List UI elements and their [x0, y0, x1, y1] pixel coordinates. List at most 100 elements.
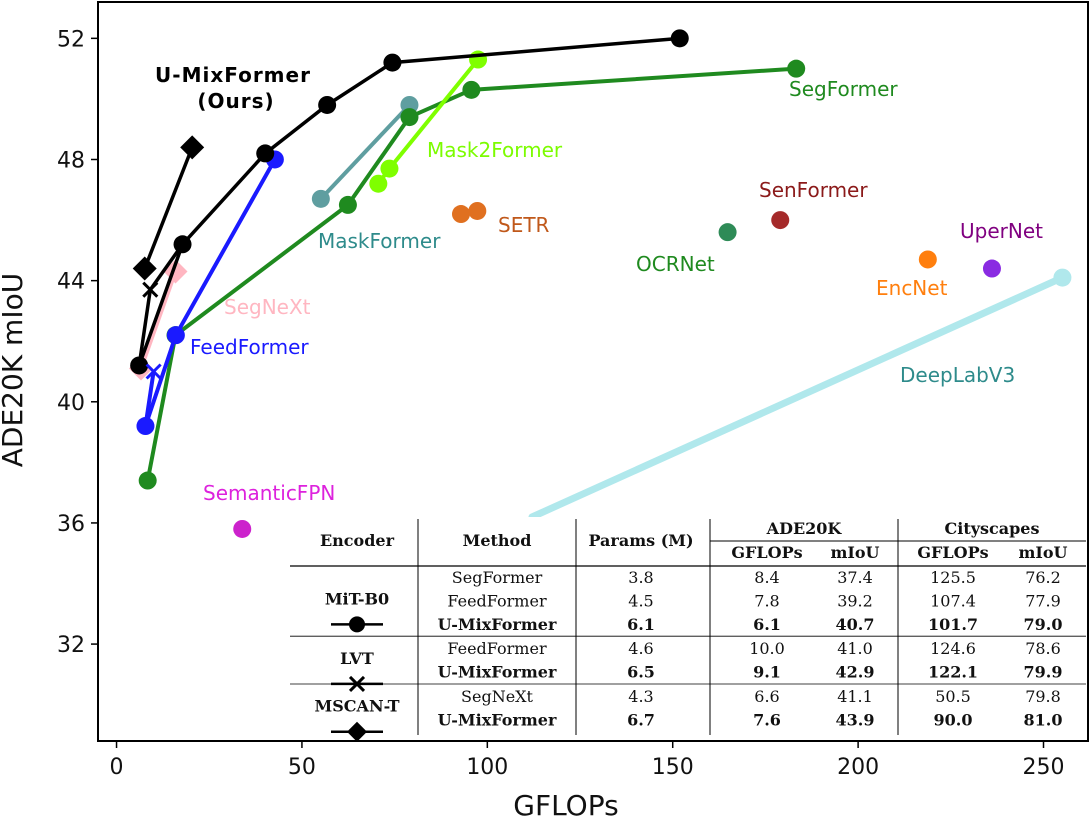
table-header-ade: ADE20K: [766, 519, 843, 538]
table-cell-city_miou: 81.0: [1024, 710, 1063, 729]
data-point: [256, 144, 275, 163]
table-header-gflops: GFLOPs: [917, 543, 988, 562]
data-point: [166, 326, 185, 345]
table-header-miou: mIoU: [830, 543, 879, 562]
series-u-mixformer-mscan-t: [132, 135, 205, 281]
table-cell-ade_gflops: 7.6: [753, 710, 781, 729]
data-point: [383, 53, 402, 72]
data-point: [718, 223, 737, 242]
table-cell-city_miou: 78.6: [1025, 639, 1061, 658]
label-umixformer-line2: (Ours): [197, 89, 274, 113]
table-cell-method: U-MixFormer: [438, 615, 557, 634]
table-cell-method: SegNeXt: [461, 687, 534, 706]
table-cell-ade_gflops: 10.0: [749, 639, 785, 658]
table-cell-city_gflops: 125.5: [930, 568, 976, 587]
series-line: [319, 103, 411, 201]
series-line: [145, 66, 797, 481]
series-feedformer: [136, 150, 284, 436]
table-cell-ade_miou: 39.2: [837, 591, 873, 610]
y-tick-label: 40: [57, 391, 85, 416]
table-cell-city_gflops: 124.6: [930, 639, 976, 658]
series-line-deeplabv3: [528, 274, 1066, 521]
x-tick-label: 200: [837, 755, 879, 780]
data-point: [180, 135, 205, 160]
table-cell-ade_miou: 37.4: [837, 568, 873, 587]
data-point: [462, 80, 481, 99]
series-line: [137, 36, 680, 367]
table-cell-encoder: LVT: [340, 649, 374, 668]
table-header-encoder: Encoder: [320, 531, 395, 550]
y-tick-label: 44: [57, 270, 85, 295]
table-cell-city_gflops: 50.5: [935, 687, 971, 706]
label-segformer: SegFormer: [789, 77, 898, 101]
inset-table: Encoder Method Params (M) ADE20K Cityscapes G…: [290, 517, 1086, 742]
data-point: [1053, 268, 1072, 287]
table-cell-params: 4.3: [628, 687, 653, 706]
table-cell-city_miou: 79.9: [1024, 663, 1063, 682]
table-cell-method: FeedFormer: [447, 591, 547, 610]
table-cell-ade_gflops: 6.6: [754, 687, 779, 706]
table-cell-city_gflops: 101.7: [928, 615, 978, 634]
data-point: [400, 108, 419, 127]
plot-frame: [97, 1, 1089, 742]
table-background: [290, 517, 1086, 739]
table-cell-ade_miou: 42.9: [836, 663, 875, 682]
label-deeplabv3: DeepLabV3: [900, 363, 1015, 387]
table-cell-city_gflops: 107.4: [930, 591, 976, 610]
single-upernet: [982, 259, 1001, 278]
table-cell-ade_miou: 41.1: [837, 687, 873, 706]
single-senformer: [771, 211, 790, 230]
table-header-city: Cityscapes: [945, 519, 1040, 538]
label-encnet: EncNet: [876, 276, 948, 300]
table-header-gflops: GFLOPs: [731, 543, 802, 562]
connector-line: [148, 243, 184, 291]
single-semanticfpn: [233, 519, 252, 538]
table-cell-encoder: MSCAN-T: [315, 697, 400, 716]
table-cell-encoder: MiT-B0: [325, 589, 389, 608]
data-point: [233, 519, 252, 538]
table-header-params: Params (M): [588, 531, 693, 550]
table-cell-method: SegFormer: [452, 568, 543, 587]
table-cell-ade_gflops: 8.4: [754, 568, 779, 587]
data-point: [918, 250, 937, 269]
table-header-miou: mIoU: [1018, 543, 1067, 562]
table-cell-params: 6.7: [627, 710, 655, 729]
connector-line: [137, 289, 153, 366]
x-tick-label: 150: [652, 755, 694, 780]
data-point: [771, 211, 790, 230]
table-cell-ade_miou: 40.7: [836, 615, 875, 634]
y-tick-label: 32: [57, 633, 85, 658]
table-header-method: Method: [463, 531, 532, 550]
label-ocrnet: OCRNet: [636, 252, 715, 276]
table-cell-ade_gflops: 6.1: [753, 615, 781, 634]
data-point: [982, 259, 1001, 278]
x-tick-label: 50: [288, 755, 316, 780]
label-segnext: SegNeXt: [224, 295, 311, 319]
table-cell-params: 4.6: [628, 639, 653, 658]
label-feedformer: FeedFormer: [190, 335, 309, 359]
x-tick-label: 100: [466, 755, 508, 780]
data-point: [468, 201, 487, 220]
table-cell-method: U-MixFormer: [438, 663, 557, 682]
x-axis-title: GFLOPs: [513, 789, 618, 822]
label-umixformer-line1: U-MixFormer: [155, 63, 311, 87]
x-tick-label: 250: [1023, 755, 1065, 780]
connector-lines: [137, 243, 184, 427]
table-cell-city_miou: 76.2: [1025, 568, 1061, 587]
table-cell-params: 6.5: [627, 663, 655, 682]
table-cell-city_miou: 77.9: [1025, 591, 1061, 610]
y-tick-label: 36: [57, 512, 85, 537]
x-tick-label: 0: [110, 755, 124, 780]
data-point: [132, 256, 157, 281]
table-cell-method: FeedFormer: [447, 639, 547, 658]
label-upernet: UperNet: [960, 219, 1043, 243]
data-point: [380, 159, 399, 178]
data-point: [787, 59, 806, 78]
label-senformer: SenFormer: [759, 178, 868, 202]
table-cell-city_miou: 79.8: [1025, 687, 1061, 706]
series-mask2former: [369, 50, 488, 193]
label-setr: SETR: [498, 213, 550, 237]
y-axis-title: ADE20K mIoU: [0, 273, 29, 467]
data-point: [369, 174, 388, 193]
